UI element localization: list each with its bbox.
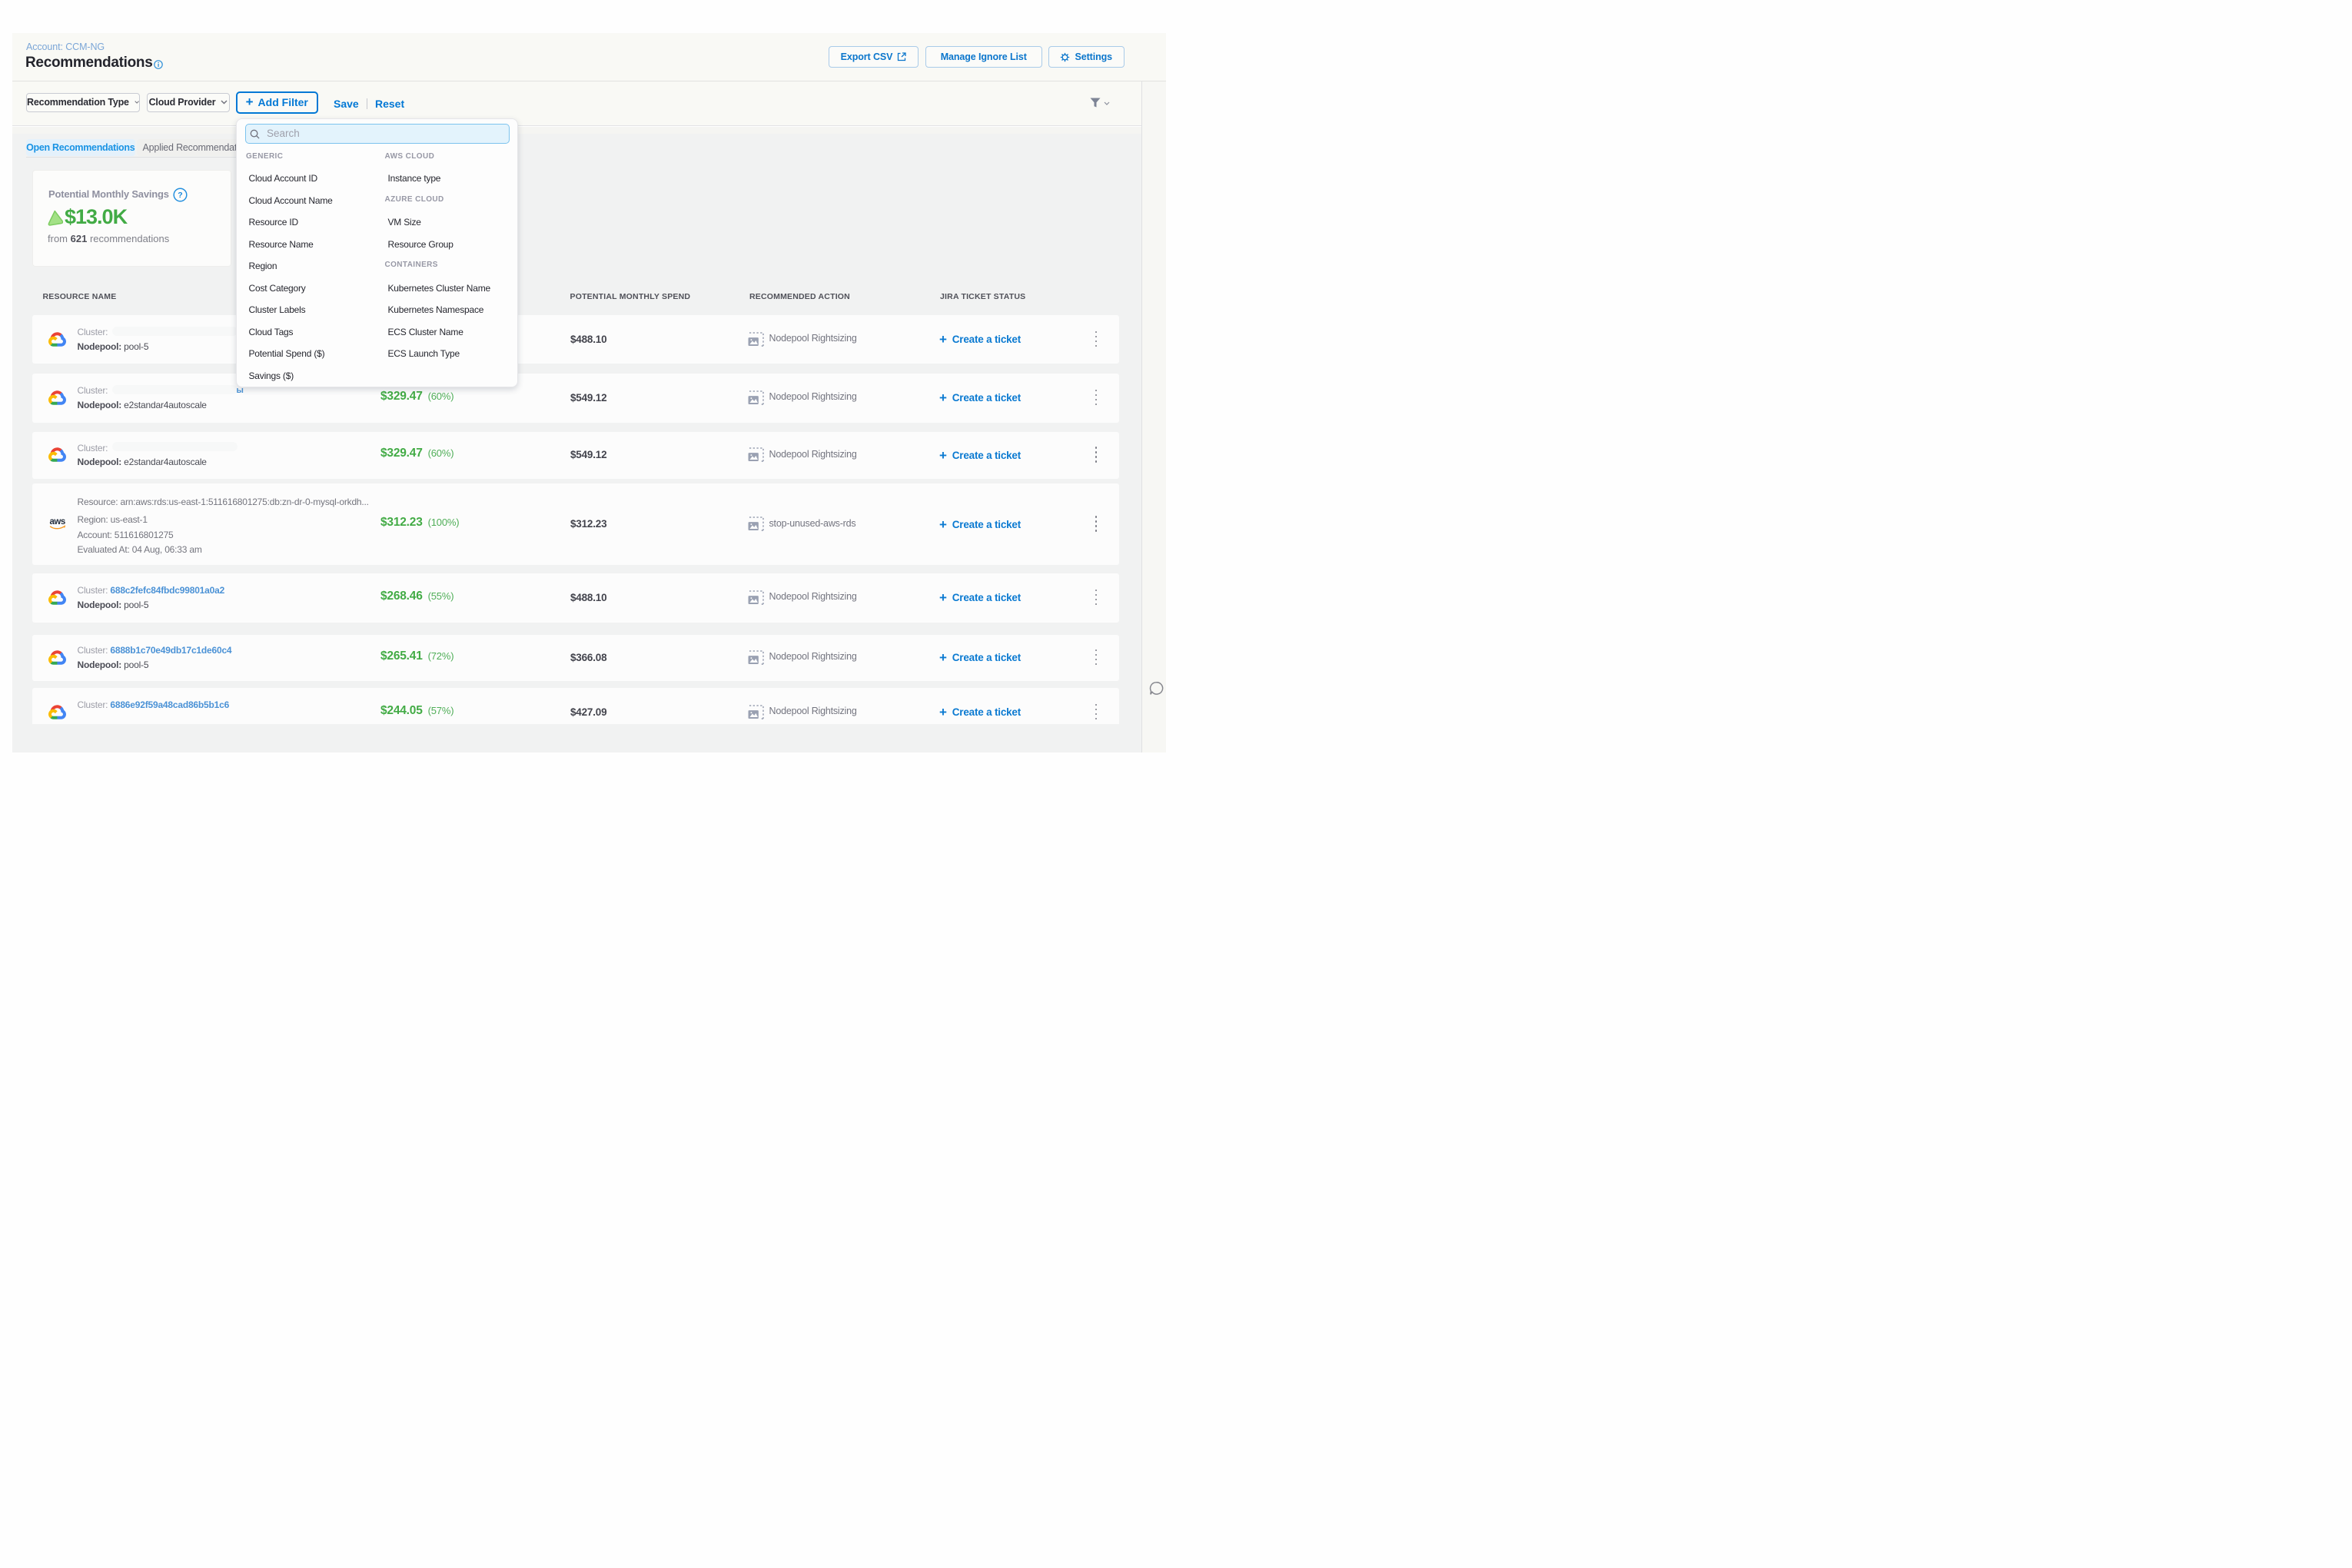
svg-text:aws: aws [50, 517, 65, 527]
svg-text:?: ? [178, 191, 182, 200]
